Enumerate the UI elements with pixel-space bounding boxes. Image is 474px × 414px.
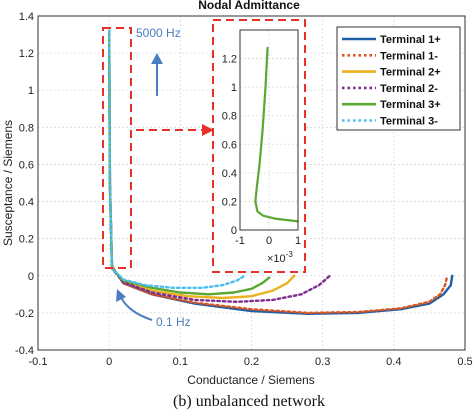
x-axis-label: Conductance / Siemens [187,373,314,387]
legend-label: Terminal 1+ [380,34,441,46]
chart-title: Nodal Admittance [198,0,300,12]
highlight-box [102,27,132,269]
inset-y-tick-labels: 0 0.2 0.4 0.6 0.8 1 1.2 [222,54,237,237]
legend-label: Terminal 3+ [380,99,441,111]
highlight-arrowhead [202,124,214,136]
y-tick-label: 0.4 [19,197,34,209]
x-tick-label: 0.2 [244,356,259,368]
x-tick-label: 0.3 [315,356,330,368]
inset-series-line [254,47,299,223]
inset-y-tick-label: 1 [231,82,237,94]
inset-y-tick-label: 0.6 [222,139,237,151]
y-tick-label: -0.4 [15,345,34,357]
x-tick-label: 0.5 [457,356,472,368]
inset-x-multiplier-base: ×10 [267,253,286,265]
legend-label: Terminal 1- [380,50,438,62]
x-tick-label: 0.1 [173,356,188,368]
legend-label: Terminal 3- [380,116,438,128]
inset-x-tick-label: -1 [235,235,245,247]
figure-caption: (b) unbalanced network [173,393,325,410]
legend-label: Terminal 2+ [380,67,441,79]
inset-x-multiplier: ×10-3 [267,250,293,265]
inset-y-tick-label: 0.8 [222,111,237,123]
x-tick-label: -0.1 [29,356,48,368]
y-tick-label: 0.6 [19,159,34,171]
inset-zoom: -1 0 1 00.20.40.60.811.2 ×10-3 [212,19,306,273]
y-tick-label: 0.8 [19,122,34,134]
high-frequency-label: 5000 Hz [136,26,181,40]
y-tick-label: 1 [28,85,34,97]
series-line-6 [107,29,246,289]
inset-series-group [254,47,299,223]
main-series-group [107,29,454,315]
inset-x-tick-labels: -1 0 1 [235,235,301,247]
inset-plot-frame [239,29,299,231]
y-tick-labels: -0.4 -0.2 0 0.2 0.4 0.6 0.8 1 1.2 1.4 [15,11,34,357]
low-frequency-arrow [120,296,153,321]
legend-box [336,26,461,131]
y-tick-label: 0 [28,271,34,283]
x-tick-label: 0 [106,356,112,368]
inset-x-tick-label: 0 [266,235,272,247]
low-frequency-arrowhead [116,289,126,302]
inset-x-multiplier-exponent: -3 [286,250,294,259]
y-tick-label: 1.2 [19,48,34,60]
y-tick-label: -0.2 [15,308,34,320]
x-tick-label: 0.4 [386,356,401,368]
legend: Terminal 1+ Terminal 1- Terminal 2+ Termina… [336,26,461,131]
inset-y-tick-label: 0.2 [222,196,237,208]
x-tick-labels: -0.1 0 0.1 0.2 0.3 0.4 0.5 [29,356,473,368]
y-axis-label: Susceptance / Siemens [1,120,15,246]
inset-y-tick-label: 1.2 [222,54,237,66]
inset-y-tick-label: 0.4 [222,168,237,180]
plot-frame [37,15,466,351]
high-frequency-arrowhead [151,53,163,64]
legend-label: Terminal 2- [380,83,438,95]
low-frequency-label: 0.1 Hz [156,315,191,329]
y-tick-label: 0.2 [19,234,34,246]
y-tick-label: 1.4 [19,11,34,23]
inset-x-tick-label: 1 [295,235,301,247]
inset-y-tick-label: 0 [231,225,237,237]
